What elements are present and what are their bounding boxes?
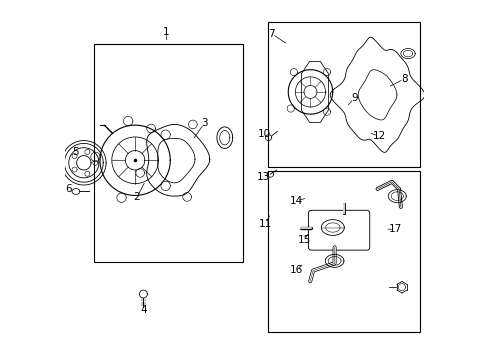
Text: 4: 4 [140, 305, 146, 315]
Bar [267, 22, 419, 167]
Text: 6: 6 [65, 184, 72, 194]
Text: 16: 16 [289, 265, 302, 275]
Bar [94, 44, 242, 262]
Text: 17: 17 [387, 225, 401, 234]
Text: 7: 7 [268, 29, 275, 39]
Text: 2: 2 [133, 192, 140, 202]
Bar [267, 171, 419, 332]
Text: 14: 14 [289, 196, 302, 206]
Text: 12: 12 [372, 131, 385, 141]
Text: 10: 10 [258, 129, 270, 139]
Text: 1: 1 [163, 27, 169, 36]
Text: 8: 8 [400, 74, 407, 84]
Text: 11: 11 [258, 219, 271, 229]
Text: 9: 9 [350, 93, 357, 103]
Text: 13: 13 [257, 172, 270, 182]
Text: 5: 5 [73, 147, 79, 157]
Text: 15: 15 [297, 235, 310, 245]
Text: 3: 3 [201, 118, 207, 128]
